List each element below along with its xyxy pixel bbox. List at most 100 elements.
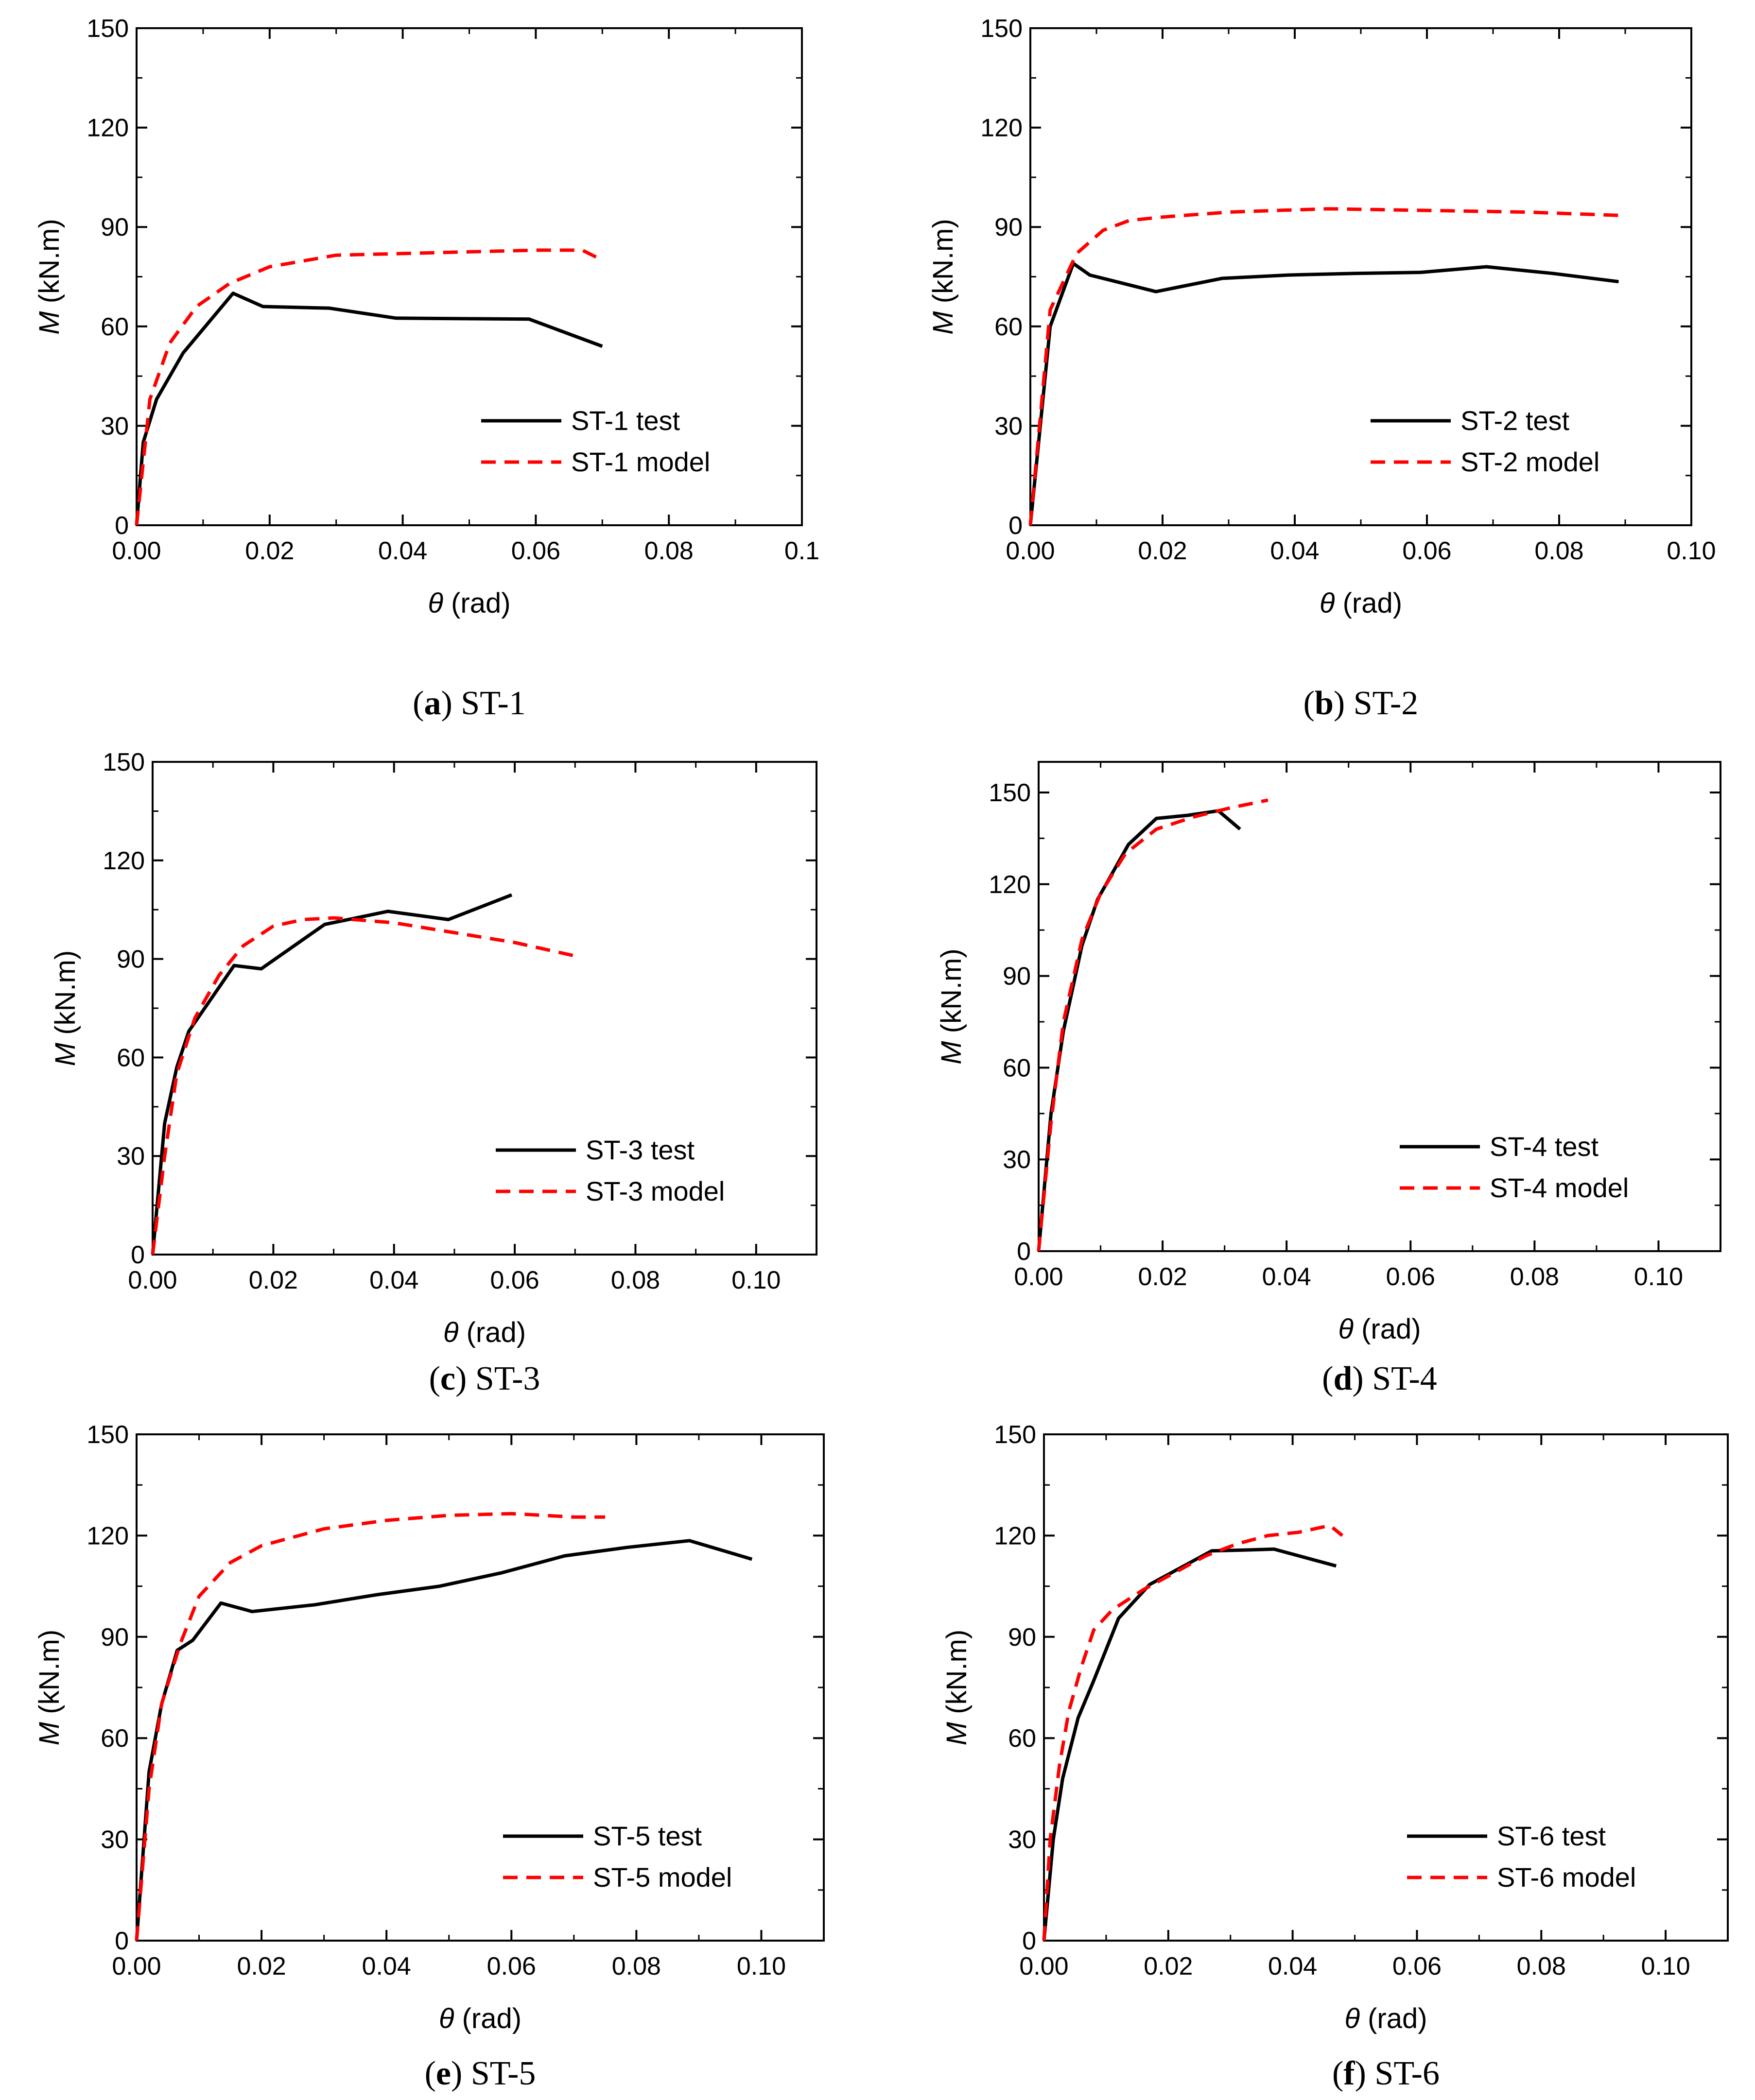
x-axis-unit: (rad)	[462, 2003, 521, 2034]
x-tick-label: 0.10	[737, 1952, 786, 1980]
panel-caption: (c) ST-3	[429, 1360, 540, 1397]
y-tick-label: 90	[994, 213, 1023, 241]
y-tick-label: 90	[101, 213, 129, 241]
panel-caption: (e) ST-5	[425, 2055, 536, 2092]
y-tick-label: 120	[989, 871, 1031, 899]
y-axis-label: M (kN.m)	[34, 219, 65, 334]
y-tick-label: 90	[1008, 1623, 1036, 1652]
x-tick-label: 0.08	[1517, 1952, 1566, 1980]
x-tick-label: 0.10	[731, 1266, 781, 1294]
legend-label: ST-3 model	[586, 1176, 725, 1206]
panel-st-6: 0.00 0.02 0.04 0.06 0.08 0.10 0 30 60 90 120 150 θ (…	[941, 1421, 1729, 2092]
panel-st-4: 0.00 0.02 0.04 0.06 0.08 0.10 0 30 60 90 120 150 θ (…	[936, 761, 1721, 1397]
x-axis-unit: (rad)	[1368, 2003, 1427, 2034]
legend-label: ST-3 test	[586, 1135, 695, 1165]
y-tick-label: 30	[1008, 1826, 1036, 1854]
y-tick-label: 90	[117, 946, 145, 974]
legend-label: ST-1 model	[571, 447, 710, 477]
x-axis-unit: (rad)	[467, 1317, 526, 1348]
y-axis-unit: (kN.m)	[34, 1630, 65, 1714]
caption-letter: a	[424, 685, 441, 722]
x-tick-label: 0.00	[112, 1952, 161, 1980]
x-tick-label: 0.10	[1641, 1952, 1690, 1980]
x-axis-symbol: θ	[1338, 1313, 1353, 1345]
legend-label: ST-5 test	[593, 1821, 702, 1851]
y-tick-label: 60	[101, 1724, 129, 1753]
y-tick-label: 90	[1003, 963, 1031, 991]
x-axis-symbol: θ	[443, 1317, 458, 1348]
y-axis-unit: (kN.m)	[34, 219, 65, 303]
x-tick-label: 0.06	[1392, 1952, 1442, 1980]
x-tick-label: 0.10	[1634, 1263, 1683, 1291]
x-tick-label: 0.04	[369, 1266, 418, 1294]
y-axis-label: M (kN.m)	[34, 1630, 65, 1745]
y-tick-label: 0	[131, 1241, 145, 1269]
x-tick-label: 0.08	[1510, 1263, 1559, 1291]
x-tick-label: 0.02	[1138, 1263, 1187, 1291]
panel-st-1: 0.00 0.02 0.04 0.06 0.08 0.1 0 30 60 90 120 150 θ (r…	[34, 15, 819, 722]
x-tick-label: 0.00	[128, 1266, 177, 1294]
x-tick-label: 0.04	[1270, 537, 1319, 565]
y-tick-label: 60	[1008, 1724, 1036, 1753]
y-tick-label: 60	[101, 313, 129, 341]
y-tick-label: 120	[87, 114, 129, 142]
y-tick-label: 0	[1017, 1238, 1031, 1266]
y-tick-label: 30	[101, 1826, 129, 1854]
x-tick-label: 0.06	[1402, 537, 1451, 565]
y-axis-label: M (kN.m)	[936, 948, 967, 1064]
y-axis-label: M (kN.m)	[927, 219, 959, 334]
caption-letter: c	[440, 1360, 455, 1397]
x-tick-label: 0.08	[612, 1952, 661, 1980]
model-series-line	[135, 1512, 606, 1941]
test-series-line	[1037, 809, 1241, 1252]
x-tick-label: 0.04	[1262, 1263, 1311, 1291]
x-tick-label: 0.02	[1144, 1952, 1193, 1980]
legend-label: ST-1 test	[571, 405, 680, 436]
y-axis-symbol: M	[50, 1042, 81, 1066]
y-tick-label: 150	[989, 779, 1031, 807]
x-tick-label: 0.04	[362, 1952, 411, 1980]
y-tick-label: 150	[103, 748, 145, 776]
caption-letter: d	[1333, 1360, 1352, 1397]
x-axis-symbol: θ	[428, 587, 443, 619]
legend-label: ST-4 model	[1490, 1172, 1629, 1203]
x-tick-label: 0.00	[1014, 1263, 1063, 1291]
y-tick-label: 120	[980, 114, 1023, 142]
y-axis-unit: (kN.m)	[936, 948, 967, 1033]
x-tick-label: 0.08	[611, 1266, 660, 1294]
x-tick-label: 0.00	[1006, 537, 1055, 565]
caption-name: ST-2	[1354, 685, 1419, 722]
y-tick-label: 30	[994, 412, 1023, 440]
y-tick-label: 120	[994, 1522, 1036, 1550]
y-tick-label: 30	[1003, 1146, 1031, 1174]
caption-name: ST-5	[471, 2055, 536, 2092]
y-axis-unit: (kN.m)	[50, 950, 81, 1035]
x-tick-label: 0.08	[644, 537, 694, 565]
x-axis-label: θ (rad)	[439, 2003, 521, 2034]
x-axis-label: θ (rad)	[1338, 1313, 1421, 1345]
panel-caption: (a) ST-1	[413, 685, 526, 722]
x-tick-label: 0.00	[112, 537, 161, 565]
model-series-line	[151, 916, 582, 1255]
x-axis-unit: (rad)	[1343, 587, 1402, 619]
y-tick-label: 0	[115, 1927, 129, 1955]
x-tick-label: 0.08	[1534, 537, 1583, 565]
x-axis-label: θ (rad)	[1344, 2003, 1427, 2034]
x-axis-symbol: θ	[1344, 2003, 1359, 2034]
y-axis-label: M (kN.m)	[941, 1630, 973, 1745]
x-tick-label: 0.02	[237, 1952, 286, 1980]
test-series-line	[135, 1539, 753, 1941]
y-tick-label: 60	[117, 1044, 145, 1072]
y-tick-label: 150	[87, 15, 129, 43]
x-tick-label: 0.06	[490, 1266, 539, 1294]
legend-label: ST-4 test	[1490, 1131, 1599, 1162]
x-tick-label: 0.00	[1019, 1952, 1068, 1980]
x-tick-label: 0.02	[249, 1266, 298, 1294]
x-tick-label: 0.02	[245, 537, 294, 565]
caption-name: ST-1	[461, 685, 526, 722]
x-axis-symbol: θ	[1320, 587, 1335, 619]
x-axis-label: θ (rad)	[1320, 587, 1402, 619]
y-axis-symbol: M	[34, 1721, 65, 1745]
model-series-line	[135, 248, 603, 526]
model-series-line	[1037, 798, 1268, 1252]
